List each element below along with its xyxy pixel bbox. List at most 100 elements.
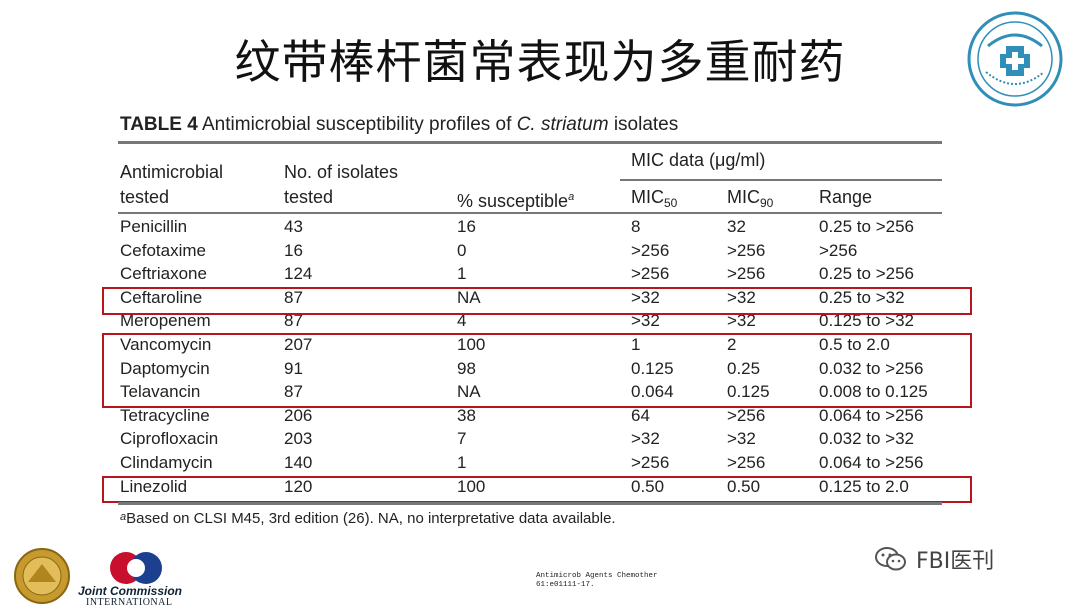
wechat-label: FBI医刊 — [916, 549, 995, 574]
joint-commission-intl: INTERNATIONAL — [86, 597, 173, 608]
cell-isolates: 87 — [284, 287, 303, 307]
cell-mic50: >256 — [631, 453, 670, 472]
cell-susceptible: 38 — [457, 405, 476, 425]
cell-mic50: 0.125 — [631, 358, 674, 378]
cell-susceptible: 1 — [457, 264, 467, 284]
table-row: Vancomycin 207 100 1 2 0.5 to 2.0 — [0, 333, 1080, 357]
cell-isolates: 140 — [284, 453, 313, 472]
table-row: Daptomycin 91 98 0.125 0.25 0.032 to >256 — [0, 357, 1080, 381]
table-row: Ciprofloxacin 203 7 >32 >32 0.032 to >32 — [0, 427, 1080, 451]
cell-drug: Tetracycline — [120, 405, 210, 425]
cell-susceptible: 1 — [457, 453, 467, 472]
hospital-logo-icon — [967, 11, 1063, 107]
cell-isolates: 87 — [284, 311, 303, 331]
cell-mic90: >256 — [727, 264, 766, 284]
cell-drug: Ceftriaxone — [120, 264, 207, 284]
cell-drug: Linezolid — [120, 476, 188, 496]
cell-range: 0.064 to >256 — [819, 405, 924, 425]
table-footnote: aBased on CLSI M45, 3rd edition (26). NA… — [120, 510, 616, 527]
header-mic90: MIC90 — [727, 187, 774, 210]
cell-range: 0.25 to >256 — [819, 217, 915, 236]
highlight-box-linezolid — [102, 476, 972, 503]
cell-drug: Vancomycin — [120, 335, 212, 354]
wechat-watermark: FBI医刊 — [874, 544, 994, 574]
cell-susceptible: 4 — [457, 311, 467, 331]
table-caption: TABLE 4 Antimicrobial susceptibility pro… — [120, 114, 679, 135]
cell-isolates: 87 — [284, 382, 303, 402]
cell-mic90: >32 — [727, 429, 756, 449]
table-row: Ceftaroline 87 NA >32 >32 0.25 to >32 — [0, 286, 1080, 310]
cell-mic50: 1 — [631, 335, 641, 354]
slide-title: 纹带棒杆菌常表现为多重耐药 — [234, 35, 846, 89]
jci-gold-seal-icon — [14, 548, 70, 604]
cell-mic90: >256 — [727, 453, 766, 472]
cell-mic90: >32 — [727, 287, 756, 307]
cell-mic50: >32 — [631, 311, 660, 331]
cell-isolates: 203 — [284, 429, 313, 449]
header-mic50: MIC50 — [631, 187, 678, 210]
table-bottom-rule — [118, 502, 942, 505]
cell-susceptible: 98 — [457, 358, 476, 378]
cell-mic90: 32 — [727, 217, 746, 236]
cell-isolates: 206 — [284, 405, 313, 425]
cell-susceptible: NA — [457, 287, 481, 307]
cell-drug: Penicillin — [120, 217, 188, 236]
cell-mic90: 0.50 — [727, 476, 761, 496]
cell-isolates: 16 — [284, 240, 303, 260]
highlight-box-glycopeptides — [102, 333, 972, 408]
cell-isolates: 124 — [284, 264, 313, 284]
cell-mic90: >32 — [727, 311, 756, 331]
cell-susceptible: 0 — [457, 240, 467, 260]
cell-range: 0.125 to >32 — [819, 311, 915, 331]
table-row: Penicillin 43 16 8 32 0.25 to >256 — [0, 215, 1080, 239]
cell-mic50: >32 — [631, 287, 660, 307]
table-row: Ceftriaxone 124 1 >256 >256 0.25 to >256 — [0, 262, 1080, 286]
cell-range: 0.008 to 0.125 — [819, 382, 928, 402]
citation: Antimicrob Agents Chemother 61:e01111-17… — [536, 572, 658, 589]
cell-range: 0.5 to 2.0 — [819, 335, 890, 354]
table-row: Cefotaxime 16 0 >256 >256 >256 — [0, 239, 1080, 263]
table-row: Linezolid 120 100 0.50 0.50 0.125 to 2.0 — [0, 475, 1080, 499]
cell-isolates: 207 — [284, 335, 313, 354]
cell-range: 0.25 to >32 — [819, 287, 905, 307]
wechat-icon — [875, 547, 906, 571]
table-row: Clindamycin 140 1 >256 >256 0.064 to >256 — [0, 451, 1080, 475]
cell-range: >256 — [819, 240, 858, 260]
cell-mic90: >256 — [727, 405, 766, 425]
cell-mic90: >256 — [727, 240, 766, 260]
cell-drug: Cefotaxime — [120, 240, 206, 260]
header-susceptible: % susceptiblea — [457, 191, 575, 211]
cell-susceptible: 100 — [457, 476, 486, 496]
cell-drug: Telavancin — [120, 382, 201, 402]
cell-susceptible: NA — [457, 382, 481, 402]
cell-drug: Ceftaroline — [120, 287, 203, 307]
table-row: Tetracycline 206 38 64 >256 0.064 to >256 — [0, 404, 1080, 428]
cell-drug: Daptomycin — [120, 358, 210, 378]
table-header-rule — [118, 212, 942, 214]
highlight-box-ceftaroline — [102, 287, 972, 315]
joint-commission-logo-icon — [110, 552, 162, 584]
header-antimicrobial: Antimicrobial tested — [120, 162, 224, 207]
table-top-rule — [118, 141, 942, 144]
cell-susceptible: 7 — [457, 429, 467, 449]
cell-range: 0.25 to >256 — [819, 264, 915, 284]
header-mic-group: MIC data (μg/ml) — [631, 150, 766, 170]
cell-drug: Clindamycin — [120, 453, 213, 472]
cell-range: 0.032 to >256 — [819, 358, 924, 378]
cell-susceptible: 100 — [457, 335, 486, 354]
cell-mic90: 0.25 — [727, 358, 761, 378]
cell-isolates: 91 — [284, 358, 303, 378]
cell-range: 0.125 to 2.0 — [819, 476, 909, 496]
cell-mic50: 0.50 — [631, 476, 665, 496]
cell-susceptible: 16 — [457, 217, 476, 236]
cell-mic50: >256 — [631, 240, 670, 260]
header-isolates: No. of isolates tested — [284, 162, 399, 207]
cell-mic50: 8 — [631, 217, 641, 236]
cell-mic50: 64 — [631, 405, 650, 425]
cell-mic90: 0.125 — [727, 382, 770, 402]
cell-mic90: 2 — [727, 335, 737, 354]
cell-isolates: 120 — [284, 476, 313, 496]
cell-drug: Meropenem — [120, 311, 211, 331]
cell-mic50: 0.064 — [631, 382, 674, 402]
cell-mic50: >256 — [631, 264, 670, 284]
